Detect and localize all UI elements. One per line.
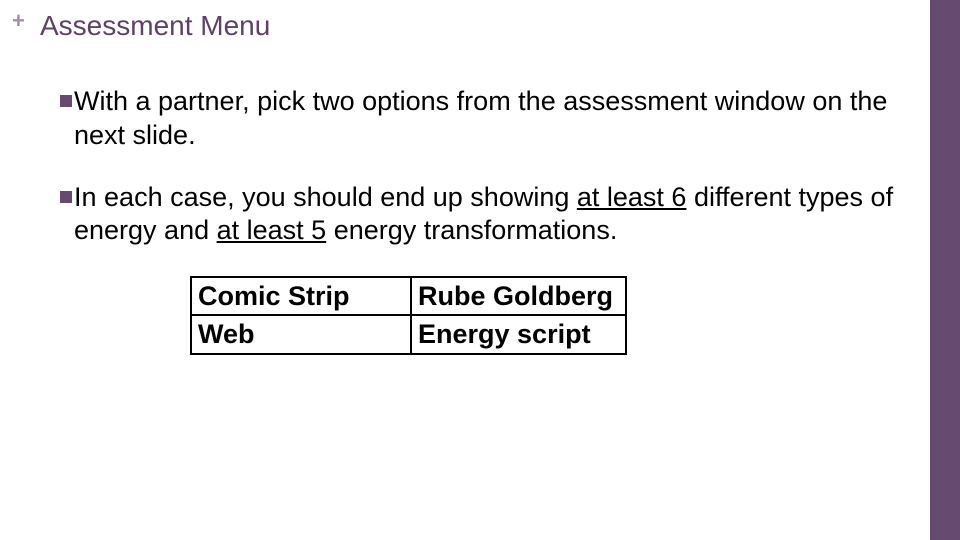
options-table: Comic Strip Rube Goldberg Web Energy scr… bbox=[190, 276, 627, 355]
square-bullet-icon bbox=[60, 95, 72, 107]
bullet-lead: In bbox=[74, 182, 97, 212]
slide: + Assessment Menu With a partner, pick t… bbox=[0, 0, 960, 540]
table-row: Comic Strip Rube Goldberg bbox=[191, 277, 626, 315]
bullet-rest: a partner, pick two options from the ass… bbox=[74, 86, 887, 150]
option-cell: Comic Strip bbox=[191, 277, 411, 315]
bullet-lead: With bbox=[74, 86, 128, 116]
bullet-rest: each case, you should end up showing at … bbox=[74, 182, 893, 246]
option-cell: Rube Goldberg bbox=[411, 277, 626, 315]
option-cell: Energy script bbox=[411, 315, 626, 353]
bullet-item: With a partner, pick two options from th… bbox=[60, 85, 900, 153]
bullet-text: With a partner, pick two options from th… bbox=[74, 85, 900, 153]
slide-title: Assessment Menu bbox=[40, 10, 270, 42]
table-row: Web Energy script bbox=[191, 315, 626, 353]
square-bullet-icon bbox=[60, 191, 72, 203]
accent-bar bbox=[930, 0, 960, 540]
option-cell: Web bbox=[191, 315, 411, 353]
plus-icon: + bbox=[12, 10, 25, 32]
bullet-text: In each case, you should end up showing … bbox=[74, 181, 900, 249]
bullet-item: In each case, you should end up showing … bbox=[60, 181, 900, 249]
content-area: With a partner, pick two options from th… bbox=[60, 85, 900, 355]
